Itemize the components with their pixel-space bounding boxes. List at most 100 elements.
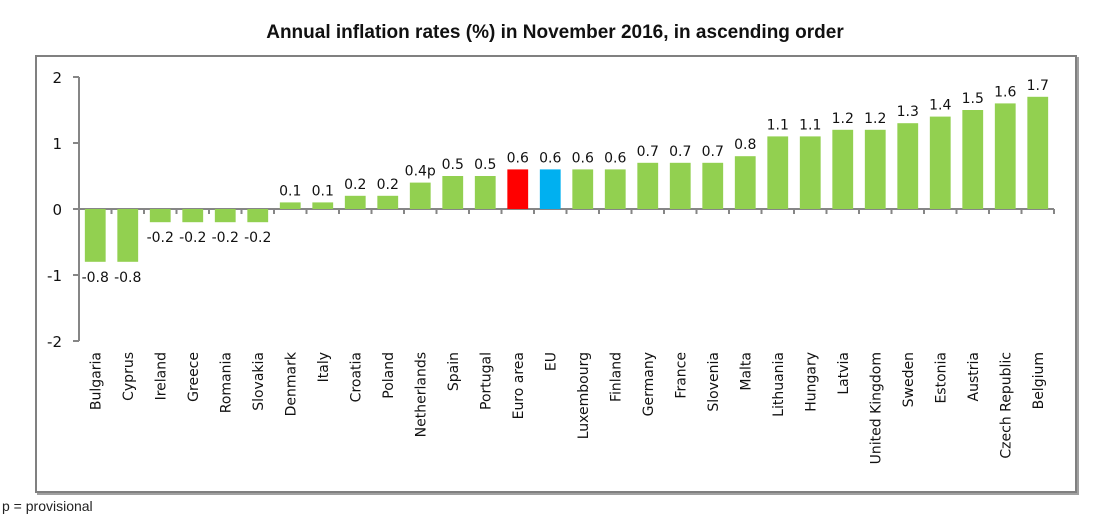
category-label: Hungary (803, 352, 819, 412)
y-axis: 2 1 0 -1 -2 (47, 69, 80, 351)
bar-poland (377, 195, 399, 209)
data-label: 1.7 (1027, 78, 1049, 94)
x-axis (79, 208, 1055, 214)
category-label: Malta (738, 352, 754, 391)
category-label: Slovenia (706, 352, 722, 412)
data-label: 0.6 (604, 150, 626, 166)
data-label: -0.2 (212, 230, 239, 246)
category-label: Ireland (153, 352, 169, 400)
y-tick-label: -2 (47, 333, 62, 351)
data-label: 0.5 (474, 157, 496, 173)
data-label: -0.2 (147, 230, 174, 246)
chart-frame (35, 55, 1077, 493)
y-tick-label: -1 (47, 267, 62, 285)
bar-united-kingdom (864, 129, 886, 209)
data-label: 0.4p (405, 164, 436, 180)
category-label: Finland (608, 352, 624, 402)
data-label: 0.2 (377, 177, 399, 193)
category-label: Sweden (901, 352, 917, 407)
category-label: Bulgaria (88, 352, 104, 410)
bar-bulgaria (84, 209, 106, 262)
bar-france (669, 162, 691, 209)
bar-spain (442, 176, 464, 209)
bar-netherlands (409, 182, 431, 209)
bar-czech-republic (994, 103, 1016, 209)
data-label: 0.8 (734, 137, 756, 153)
category-label: France (673, 352, 689, 399)
chart-title: Annual inflation rates (%) in November 2… (266, 22, 844, 43)
data-label: -0.2 (244, 230, 271, 246)
data-label: -0.8 (114, 270, 141, 286)
bar-euro-area (507, 169, 529, 209)
bar-austria (962, 110, 984, 209)
bar-eu (539, 169, 561, 209)
bar-cyprus (117, 209, 139, 262)
bar-estonia (929, 116, 951, 209)
category-label: Austria (966, 352, 982, 401)
data-label: 0.7 (637, 144, 659, 160)
category-label: Euro area (511, 352, 527, 419)
bar-latvia (832, 129, 854, 209)
category-label: Netherlands (413, 352, 429, 437)
data-label: 1.2 (832, 111, 854, 127)
category-label: Poland (381, 352, 397, 399)
bar-sweden (897, 123, 919, 209)
data-label: -0.2 (179, 230, 206, 246)
bar-malta (734, 156, 756, 209)
bar-lithuania (767, 136, 789, 209)
bar-greece (182, 209, 204, 223)
data-label: 0.6 (572, 150, 594, 166)
bar-finland (604, 169, 626, 209)
y-tick-label: 0 (52, 201, 62, 219)
category-label: Latvia (836, 352, 852, 395)
data-label: 0.5 (442, 157, 464, 173)
bar-italy (312, 202, 334, 209)
data-label: 1.5 (962, 91, 984, 107)
data-label: 1.6 (994, 84, 1016, 100)
bar-belgium (1027, 96, 1049, 209)
data-label: 0.6 (539, 150, 561, 166)
category-label: Luxembourg (576, 352, 592, 439)
category-label: Slovakia (251, 352, 267, 411)
category-label: Romania (218, 352, 234, 413)
category-label: Germany (641, 352, 657, 416)
category-labels: Bulgaria Cyprus Ireland Greece Romania Slovak… (88, 351, 1047, 464)
bar-romania (214, 209, 236, 223)
category-label: Lithuania (771, 352, 787, 417)
bar-luxembourg (572, 169, 594, 209)
data-label: 0.1 (279, 183, 301, 199)
data-label: 0.7 (702, 144, 724, 160)
bar-germany (637, 162, 659, 209)
bar-hungary (799, 136, 821, 209)
footnote: p = provisional (2, 498, 93, 514)
bar-croatia (344, 195, 366, 209)
y-tick-label: 1 (52, 135, 62, 153)
category-label: United Kingdom (868, 352, 884, 464)
category-label: Cyprus (121, 352, 137, 401)
data-label: 1.3 (897, 104, 919, 120)
data-label: 1.1 (767, 117, 789, 133)
bar-denmark (279, 202, 301, 209)
data-labels: -0.8 -0.8 -0.2 -0.2 -0.2 -0.2 0.1 0.1 0.2 0.2 0.4p… (82, 78, 1049, 286)
bar-ireland (149, 209, 171, 223)
y-tick-label: 2 (52, 69, 62, 87)
bar-slovakia (247, 209, 269, 223)
data-label: 1.4 (929, 98, 951, 114)
category-label: Portugal (478, 352, 494, 410)
category-label: Czech Republic (998, 352, 1014, 459)
data-label: 1.2 (864, 111, 886, 127)
category-label: Croatia (348, 352, 364, 402)
category-label: EU (543, 352, 559, 371)
category-label: Denmark (283, 351, 299, 416)
data-label: 0.6 (507, 150, 529, 166)
data-label: 0.1 (312, 183, 334, 199)
bars (84, 96, 1049, 262)
data-label: -0.8 (82, 270, 109, 286)
data-label: 0.2 (344, 177, 366, 193)
category-label: Belgium (1031, 352, 1047, 409)
category-label: Italy (316, 352, 332, 382)
data-label: 1.1 (799, 117, 821, 133)
category-label: Greece (186, 352, 202, 402)
category-label: Spain (446, 352, 462, 391)
